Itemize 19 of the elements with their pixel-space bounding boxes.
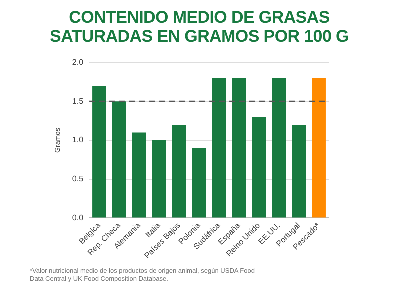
bar xyxy=(92,86,106,218)
y-tick-label: 1.0 xyxy=(72,136,84,145)
bar xyxy=(112,102,126,218)
bar xyxy=(192,148,206,218)
chart-title: CONTENIDO MEDIO DE GRASAS SATURADAS EN GRAMOS POR 100 G xyxy=(49,8,350,46)
bar xyxy=(292,124,306,218)
y-tick-label: 1.5 xyxy=(72,96,84,106)
bar xyxy=(152,140,166,218)
bar xyxy=(232,78,246,218)
bar xyxy=(312,78,326,218)
bar xyxy=(212,78,226,218)
bar xyxy=(172,124,186,218)
y-tick-label: 0.5 xyxy=(72,174,84,184)
y-tick-label: 0.0 xyxy=(72,213,84,222)
bar xyxy=(272,78,286,218)
x-tick-label: Italia xyxy=(144,220,163,240)
bar xyxy=(132,132,146,218)
y-tick-label: 2.0 xyxy=(72,58,84,68)
bar xyxy=(252,117,266,218)
